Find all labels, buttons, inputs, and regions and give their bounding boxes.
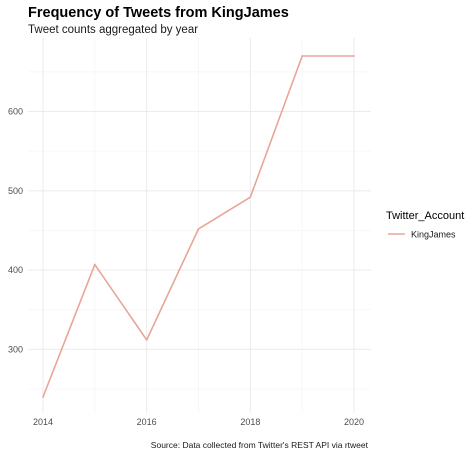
x-tick-label-2016: 2016	[137, 417, 157, 427]
chart-caption: Source: Data collected from Twitter's RE…	[151, 440, 369, 450]
grid-lines	[28, 38, 371, 413]
x-tick-label-2014: 2014	[33, 417, 53, 427]
x-tick-label-2020: 2020	[344, 417, 364, 427]
data-point-2015	[94, 264, 96, 266]
data-point-2014	[42, 396, 44, 398]
data-point-2016	[146, 339, 148, 341]
legend-label-kingjames: KingJames	[411, 230, 456, 240]
chart-title: Frequency of Tweets from KingJames	[28, 5, 289, 21]
y-tick-label-600: 600	[8, 107, 23, 117]
chart-subtitle: Tweet counts aggregated by year	[28, 24, 198, 36]
legend: Twitter_Account KingJames	[386, 210, 464, 240]
data-point-2018	[249, 196, 251, 198]
data-point-2017	[198, 228, 200, 230]
x-tick-label-2018: 2018	[240, 417, 260, 427]
data-point-2019	[301, 55, 303, 57]
y-tick-label-300: 300	[8, 344, 23, 354]
legend-title: Twitter_Account	[386, 210, 464, 222]
data-point-2020	[353, 55, 355, 57]
plot-area: 2014 2016 2018 2020 300 400 500 600	[8, 38, 371, 427]
y-axis-ticks: 300 400 500 600	[8, 107, 23, 355]
x-axis-ticks: 2014 2016 2018 2020	[33, 417, 364, 427]
y-tick-label-400: 400	[8, 265, 23, 275]
y-tick-label-500: 500	[8, 186, 23, 196]
